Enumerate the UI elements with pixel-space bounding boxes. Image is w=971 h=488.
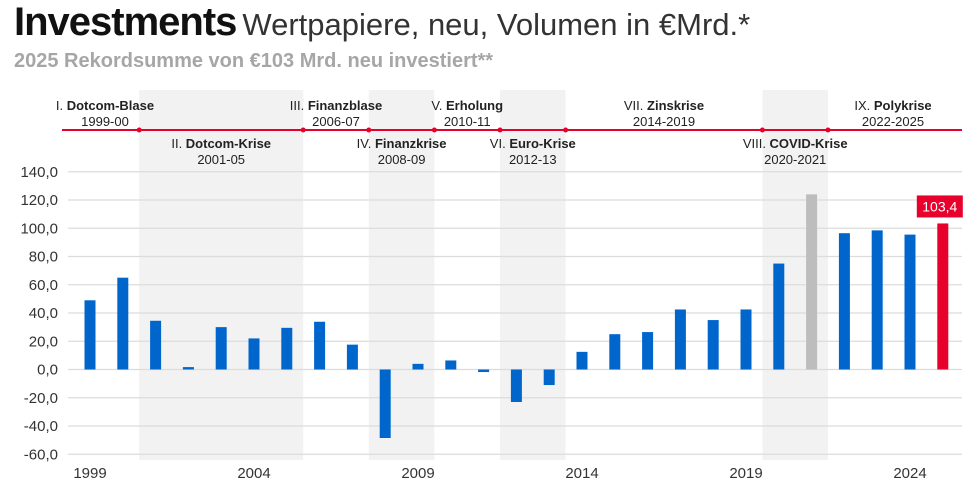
bar-2002 [182,367,194,370]
bar-2019 [740,309,752,370]
period-years: 1999-00 [81,114,129,129]
period-number: III. [290,98,308,113]
bar-2003 [215,327,227,370]
chart-title: Investments [14,0,237,44]
y-tick-label: 60,0 [29,277,58,294]
timeline-divider [366,127,372,133]
bar-2018 [707,320,719,370]
bar-2020 [773,263,785,370]
period-label: I. Dotcom-Blase [56,98,154,113]
bar-2000 [117,277,129,370]
x-tick-label: 2019 [729,465,762,482]
period-number: V. [431,98,446,113]
y-tick-label: 80,0 [29,249,58,266]
period-number: VII. [624,98,647,113]
period-number: I. [56,98,67,113]
chart-subtitle: Wertpapiere, neu, Volumen in €Mrd.* [242,7,751,42]
timeline-divider [431,127,437,133]
y-tick-label: 140,0 [20,164,58,181]
bar-2015 [609,334,621,370]
y-tick-label: 120,0 [20,192,58,209]
bar-2017 [674,309,686,370]
timeline-divider [300,127,306,133]
bar-2023 [871,230,883,370]
y-tick-label: 100,0 [20,220,58,237]
bar-2016 [642,332,654,370]
period-label: III. Finanzblase [290,98,382,113]
period-label: II. Dotcom-Krise [171,136,271,151]
data-label: 103,4 [922,198,957,214]
y-tick-label: -20,0 [24,390,58,407]
bar-2010 [445,360,457,370]
timeline-divider [563,127,569,133]
x-tick-label: 2009 [401,465,434,482]
bar-2009 [412,363,424,370]
period-years: 2008-09 [378,152,426,167]
period-number: IX. [854,98,874,113]
data-label-box [916,195,963,218]
y-tick-label: 20,0 [29,333,58,350]
bar-2011 [478,369,490,373]
period-name: Polykrise [874,98,932,113]
timeline-divider [136,127,142,133]
bar-2004 [248,338,260,370]
y-tick-label: 40,0 [29,305,58,322]
period-name: Erholung [446,98,503,113]
bar-1999 [84,300,96,370]
period-name: Finanzkrise [375,136,447,151]
bar-2006 [314,321,326,370]
period-label: VI. Euro-Krise [490,136,576,151]
period-name: Zinskrise [647,98,704,113]
period-name: Dotcom-Krise [186,136,271,151]
period-years: 2001-05 [197,152,245,167]
period-number: II. [171,136,185,151]
period-label: V. Erholung [431,98,503,113]
period-name: COVID-Krise [770,136,848,151]
timeline-divider [825,127,831,133]
period-years: 2022-2025 [862,114,924,129]
y-tick-label: -40,0 [24,418,58,435]
y-tick-label: -60,0 [24,446,58,463]
period-years: 2014-2019 [633,114,695,129]
timeline-divider [759,127,765,133]
x-tick-label: 1999 [73,465,106,482]
y-tick-label: 0,0 [37,362,58,379]
period-number: VI. [490,136,510,151]
period-years: 2010-11 [444,114,491,129]
bar-2021 [806,194,818,370]
period-number: VIII. [743,136,770,151]
period-label: IX. Polykrise [854,98,931,113]
bar-2024 [904,234,916,370]
bar-2025 [937,223,949,370]
period-name: Finanzblase [308,98,382,113]
period-name: Euro-Krise [509,136,575,151]
bar-2012 [510,369,522,402]
bar-2022 [838,233,850,370]
bar-2001 [150,320,162,370]
bar-2008 [379,369,391,439]
period-name: Dotcom-Blase [67,98,154,113]
bar-2013 [543,369,555,386]
chart-header: Investments Wertpapiere, neu, Volumen in … [14,0,750,45]
period-years: 2006-07 [312,114,360,129]
period-years: 2012-13 [509,152,557,167]
period-label: IV. Finanzkrise [357,136,447,151]
period-years: 2020-2021 [764,152,826,167]
bar-2007 [346,344,358,370]
period-label: VIII. COVID-Krise [743,136,848,151]
x-tick-label: 2014 [565,465,598,482]
chart-note: 2025 Rekordsumme von €103 Mrd. neu inves… [14,50,494,72]
period-number: IV. [357,136,375,151]
bar-2005 [281,327,293,370]
bar-2014 [576,351,588,370]
x-tick-label: 2024 [893,465,926,482]
x-tick-label: 2004 [237,465,270,482]
timeline-divider [497,127,503,133]
period-label: VII. Zinskrise [624,98,704,113]
